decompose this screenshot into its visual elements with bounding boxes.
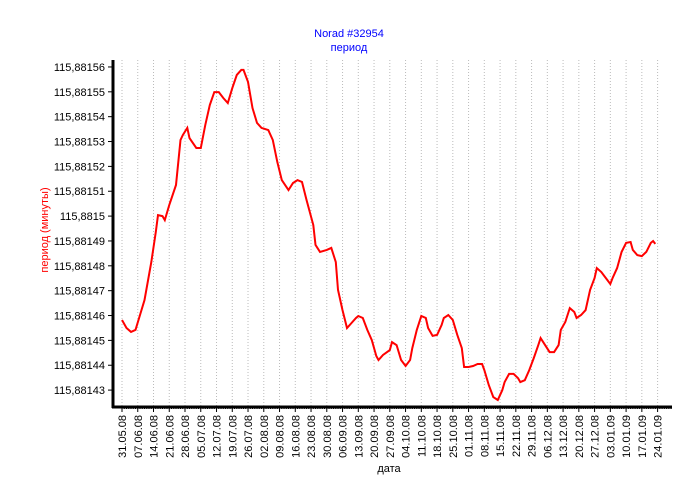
- x-tick-label: 25.10.08: [448, 415, 460, 458]
- x-tick-label: 22.11.08: [511, 415, 523, 457]
- y-tick-label: 115,88148: [54, 261, 105, 273]
- x-tick-label: 26.07.08: [243, 415, 255, 458]
- x-tick-label: 21.06.08: [164, 415, 176, 458]
- x-tick-label: 09.08.08: [275, 415, 287, 458]
- axes: [111, 60, 672, 409]
- x-tick-label: 03.01.09: [605, 415, 617, 458]
- x-tick-label: 15.11.08: [495, 415, 507, 457]
- x-tick-label: 12.07.08: [212, 415, 224, 458]
- y-tick-label: 115,8815: [60, 211, 105, 223]
- y-tick-label: 115,88151: [54, 186, 105, 198]
- x-tick-label: 28.06.08: [180, 415, 192, 458]
- y-tick-label: 115,88149: [54, 236, 105, 248]
- y-tick-label: 115,88154: [54, 112, 105, 124]
- y-tick-label: 115,88155: [54, 87, 105, 99]
- x-tick-label: 06.12.08: [542, 415, 554, 458]
- y-tick-label: 115,88147: [54, 286, 105, 298]
- x-tick-label: 20.09.08: [369, 415, 381, 458]
- y-tick-label: 115,88156: [54, 62, 105, 74]
- y-tick-label: 115,88145: [54, 335, 105, 347]
- y-ticks: 115,88156 115,88155 115,88154 115,88153 115,…: [54, 62, 113, 397]
- chart-subtitle: период: [331, 42, 368, 54]
- y-tick-label: 115,88152: [54, 161, 105, 173]
- x-tick-label: 05.07.08: [196, 415, 208, 458]
- x-tick-label: 08.11.08: [479, 415, 491, 457]
- x-tick-label: 23.08.08: [306, 415, 318, 458]
- y-tick-label: 115,88143: [54, 385, 105, 397]
- x-tick-label: 13.12.08: [558, 415, 570, 458]
- x-tick-label: 29.11.08: [527, 415, 539, 457]
- x-tick-label: 04.10.08: [401, 415, 413, 458]
- y-tick-label: 115,88144: [54, 360, 105, 372]
- grid-lines: [121, 60, 659, 407]
- x-tick-label: 06.09.08: [338, 415, 350, 458]
- x-tick-label: 02.08.08: [259, 415, 271, 458]
- x-tick-label: 27.12.08: [590, 415, 602, 458]
- x-tick-label: 18.10.08: [432, 415, 444, 458]
- x-tick-label: 13.09.08: [353, 415, 365, 458]
- y-tick-label: 115,88153: [54, 137, 105, 149]
- x-tick-label: 17.01.09: [637, 415, 649, 458]
- x-tick-label: 01.11.08: [464, 415, 476, 457]
- x-tick-label: 20.12.08: [574, 415, 586, 458]
- y-axis-label: период (минуты): [39, 187, 51, 272]
- x-tick-label: 19.07.08: [227, 415, 239, 458]
- x-tick-label: 30.08.08: [322, 415, 334, 458]
- series-line-period: [121, 68, 657, 402]
- x-axis-label: дата: [377, 463, 401, 475]
- x-tick-label: 16.08.08: [290, 415, 302, 458]
- x-tick-label: 27.09.08: [385, 415, 397, 458]
- chart-title: Norad #32954: [314, 28, 384, 40]
- x-tick-label: 10.01.09: [621, 415, 633, 458]
- x-tick-label: 24.01.09: [653, 415, 665, 458]
- x-tick-label: 31.05.08: [117, 415, 129, 458]
- x-tick-label: 14.06.08: [149, 415, 161, 458]
- x-ticks: 31.05.08 07.06.08 14.06.08 21.06.08 28.06.08…: [117, 407, 672, 458]
- x-tick-label: 07.06.08: [133, 415, 145, 458]
- y-tick-label: 115,88146: [54, 311, 105, 323]
- x-tick-label: 11.10.08: [416, 415, 428, 457]
